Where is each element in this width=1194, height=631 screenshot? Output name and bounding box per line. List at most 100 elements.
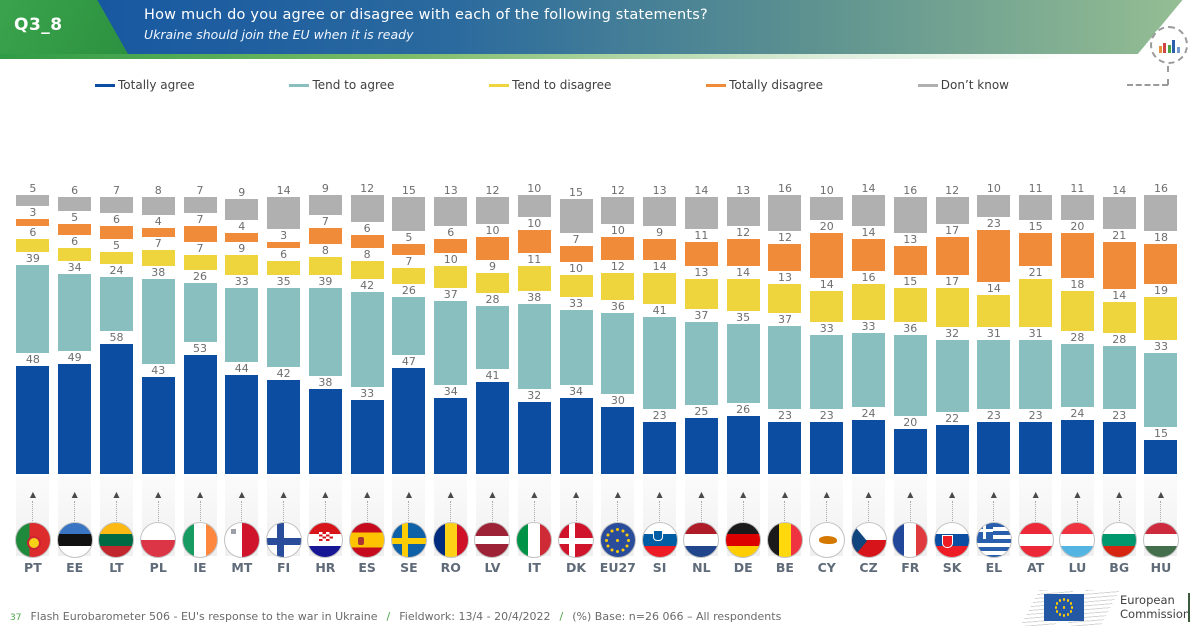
flag-icon-DE (725, 522, 762, 558)
bars-row: 5 3 6 39 48 ▲ PT 6 5 6 34 49 ▲ EE 7 6 5 24 58 ▲ LT 8 4 7 38 43 ▲ PL… (12, 162, 1182, 575)
flag-icon-FR (892, 522, 929, 558)
bar-segment (977, 295, 1011, 327)
bar-stack: 14 14 16 33 24 (849, 162, 889, 474)
bar-segment (308, 194, 342, 215)
bar-segment (643, 422, 677, 474)
trend-dotted-line (826, 501, 828, 523)
bar-segment (893, 246, 927, 276)
bar-stack: 7 6 5 24 58 (96, 162, 136, 474)
bar-segment (601, 197, 635, 224)
trend-up-arrow-icon: ▲ (781, 490, 789, 499)
bar-segment (684, 417, 718, 474)
trend-dotted-line (993, 501, 995, 523)
trend-up-arrow-icon: ▲ (489, 490, 496, 499)
country-column-EL: 10 23 14 31 23 ▲ EL (973, 162, 1015, 575)
country-column-SK: 12 17 17 32 22 ▲ SK (931, 162, 973, 575)
bar-segment (475, 237, 509, 260)
country-code-label: EL (985, 560, 1003, 575)
trend-dotted-line (450, 501, 452, 523)
bar-segment (684, 241, 718, 267)
country-code-label: DK (566, 560, 587, 575)
bar-segment (58, 274, 92, 351)
segment-value-label: 7 (321, 215, 329, 228)
trend-dotted-line (408, 501, 410, 523)
bar-segment (1019, 422, 1053, 474)
bar-segment (726, 415, 760, 474)
trend-dotted-line (1118, 501, 1120, 523)
trend-up-arrow-icon: ▲ (447, 490, 454, 499)
bar-segment (1144, 297, 1178, 340)
legend-swatch (489, 83, 510, 87)
segment-value-label: 10 (986, 181, 1001, 195)
country-code-label: IT (527, 560, 541, 575)
segment-value-label: 13 (652, 184, 667, 197)
trend-dotted-line (659, 501, 661, 523)
bar-segment (1144, 353, 1178, 428)
country-column-PT: 5 3 6 39 48 ▲ PT (12, 162, 54, 575)
country-column-PL: 8 4 7 38 43 ▲ PL (137, 162, 179, 575)
bar-segment (225, 254, 259, 275)
bar-segment (726, 323, 760, 403)
bar-segment (225, 232, 259, 242)
segment-value-label: 9 (321, 181, 329, 195)
bar-stack: 13 9 14 41 23 (640, 162, 680, 474)
bar-segment (852, 283, 886, 320)
bar-segment (852, 239, 886, 271)
segment-value-label: 31 (1028, 326, 1043, 340)
segment-value-label: 11 (694, 228, 709, 242)
segment-value-label: 32 (527, 389, 542, 402)
bar-segment (935, 197, 969, 224)
page-number: 37 (10, 613, 22, 623)
bar-stack: 12 17 17 32 22 (932, 162, 972, 474)
country-code-label: BE (775, 560, 794, 575)
bar-segment (99, 252, 133, 264)
segment-value-label: 22 (945, 411, 960, 425)
country-column-HU: 16 18 19 33 15 ▲ HU (1140, 162, 1182, 575)
mini-bar-chart-icon (1150, 26, 1188, 64)
segment-value-label: 30 (610, 393, 625, 407)
bar-stack: 11 20 18 28 24 (1057, 162, 1097, 474)
bar-segment (768, 422, 802, 474)
country-code-label: HU (1150, 560, 1172, 575)
segment-value-label: 26 (401, 283, 416, 297)
legend-item: Tend to agree (289, 78, 394, 92)
bar-segment (935, 237, 969, 276)
country-column-FR: 16 13 15 36 20 ▲ FR (889, 162, 931, 575)
bar-segment (893, 197, 927, 233)
legend-label: Tend to disagree (512, 78, 612, 92)
segment-value-label: 14 (1112, 288, 1127, 302)
segment-value-label: 12 (945, 184, 960, 197)
country-code-label: SE (400, 560, 418, 575)
segment-value-label: 3 (280, 228, 288, 242)
bar-segment (141, 197, 175, 215)
bar-segment (308, 228, 342, 244)
bar-stack: 14 3 6 35 42 (264, 162, 304, 474)
country-code-label: MT (231, 560, 253, 575)
bar-segment (1019, 339, 1053, 410)
segment-value-label: 37 (777, 313, 792, 326)
trend-up-arrow-icon: ▲ (322, 490, 329, 499)
bar-segment (810, 422, 844, 474)
bar-segment (16, 238, 50, 253)
segment-value-label: 12 (485, 184, 500, 197)
segment-value-label: 5 (29, 181, 37, 195)
trend-dotted-line (909, 501, 911, 523)
country-code-label: SK (942, 560, 962, 575)
trend-dotted-line (199, 501, 201, 523)
bar-segment (559, 274, 593, 298)
flag-icon-SE (390, 522, 427, 558)
segment-value-label: 23 (652, 409, 667, 423)
segment-value-label: 6 (447, 226, 455, 240)
segment-value-label: 26 (193, 270, 208, 284)
bar-segment (16, 194, 50, 206)
bar-stack: 15 7 10 33 34 (556, 162, 596, 474)
bar-segment (559, 397, 593, 474)
trend-up-arrow-icon: ▲ (1074, 490, 1081, 499)
country-column-CY: 10 20 14 33 23 ▲ CY (806, 162, 848, 575)
stacked-bar-chart: 5 3 6 39 48 ▲ PT 6 5 6 34 49 ▲ EE 7 6 5 24 58 ▲ LT 8 4 7 38 43 ▲ PL… (12, 162, 1182, 575)
segment-value-label: 14 (736, 266, 751, 280)
segment-value-label: 28 (1070, 331, 1085, 344)
trend-dotted-line (742, 501, 744, 523)
segment-value-label: 31 (986, 326, 1001, 340)
header-banner: Q3_8 How much do you agree or disagree w… (0, 0, 1194, 54)
